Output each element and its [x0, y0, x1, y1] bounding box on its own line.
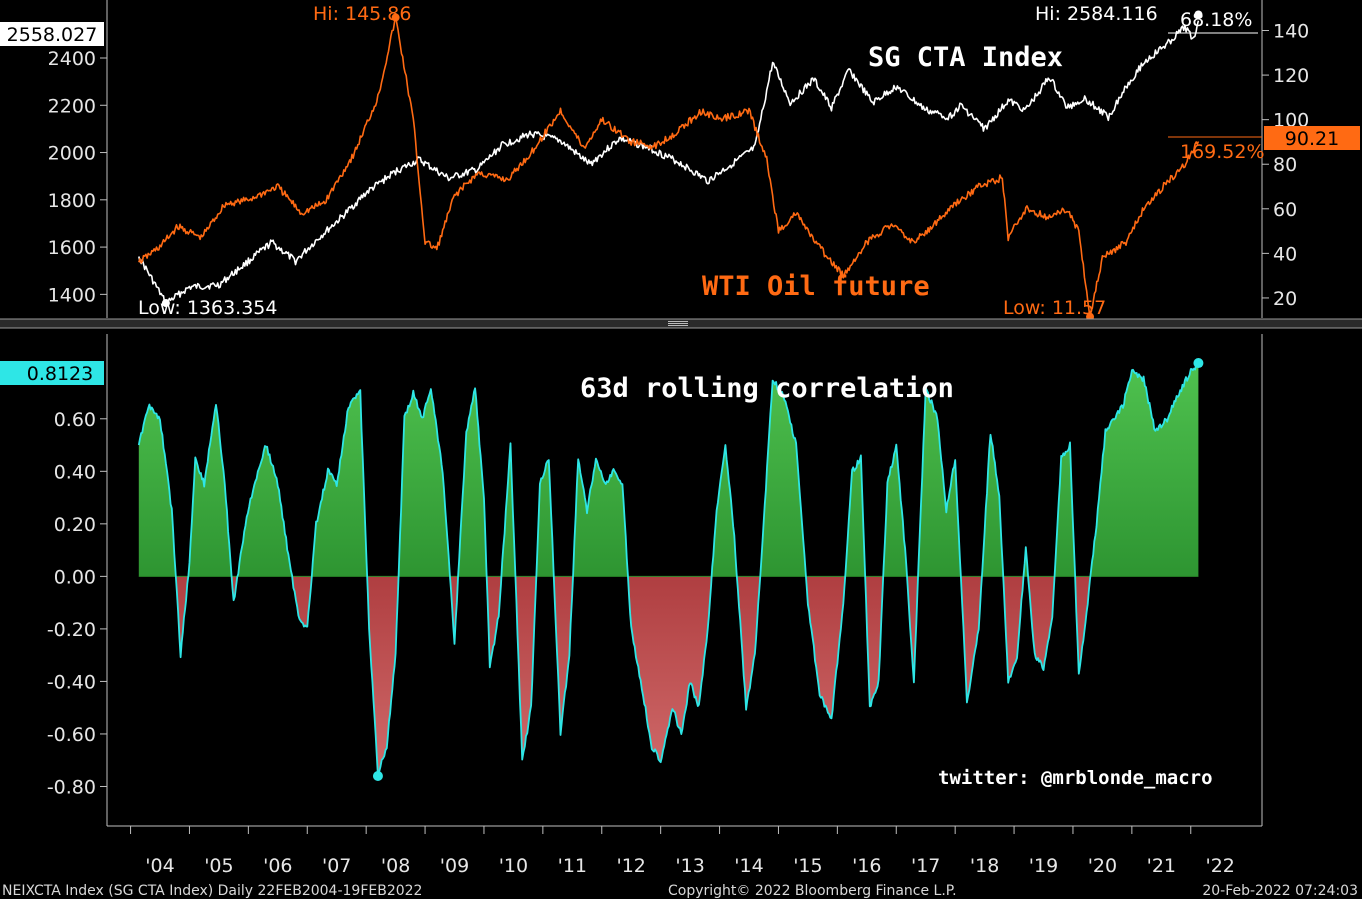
left-tick-label: 1800: [48, 190, 96, 212]
top-left-tick-group: 1400 1600 1800 2000 2200 2400: [48, 48, 107, 306]
x-tick-label: '16: [852, 855, 881, 877]
footer-left: NEIXCTA Index (SG CTA Index) Daily 22FEB…: [2, 883, 422, 899]
right-tick-label: 120: [1273, 65, 1309, 87]
corr-last-value-tag: 0.8123: [0, 361, 104, 385]
x-tick-label: '04: [145, 855, 174, 877]
x-tick-label: '21: [1147, 855, 1176, 877]
footer-right: 20-Feb-2022 07:24:03: [1202, 883, 1358, 899]
corr-tick-label: 0.00: [54, 566, 96, 588]
x-tick-label: '12: [617, 855, 646, 877]
left-tick-label: 1600: [48, 237, 96, 259]
cta-low-marker: [161, 299, 170, 308]
wti-oil-line: [138, 14, 1200, 320]
right-tick-label: 20: [1273, 288, 1297, 310]
x-tick-label: '05: [204, 855, 233, 877]
cta-series-label: SG CTA Index: [868, 42, 1063, 73]
cta-high-marker: [1194, 10, 1203, 19]
corr-tick-label: -0.20: [47, 619, 96, 641]
left-tick-label: 2200: [48, 95, 96, 117]
right-tick-label: 140: [1273, 21, 1309, 43]
corr-tick-label: -0.40: [47, 671, 96, 693]
oil-last-value: 90.21: [1285, 128, 1339, 150]
left-tick-label: 2000: [48, 143, 96, 165]
cta-change-label: 68.18%: [1180, 9, 1252, 31]
oil-low-label: Low: 11.57: [1003, 297, 1106, 319]
right-tick-label: 80: [1273, 154, 1297, 176]
corr-tick-label: 0.60: [54, 409, 96, 431]
x-tick-label: '07: [322, 855, 351, 877]
x-tick-label: '08: [381, 855, 410, 877]
x-tick-label: '20: [1088, 855, 1117, 877]
bottom-tick-group: 0.60 0.40 0.20 0.00 -0.20 -0.40 -0.60 -0.80: [47, 409, 107, 798]
right-tick-label: 60: [1273, 199, 1297, 221]
cta-index-line: [138, 20, 1200, 306]
positive-correlation-area: [138, 361, 1199, 577]
oil-last-value-tag: 90.21: [1264, 126, 1360, 150]
oil-high-label: Hi: 145.86: [313, 3, 412, 25]
footer-center: Copyright© 2022 Bloomberg Finance L.P.: [668, 883, 957, 899]
corr-tick-label: -0.80: [47, 776, 96, 798]
x-tick-label: '09: [440, 855, 469, 877]
x-tick-label: '06: [263, 855, 292, 877]
x-tick-label: '19: [1029, 855, 1058, 877]
correlation-title: 63d rolling correlation: [580, 373, 954, 404]
cta-high-label: Hi: 2584.116: [1035, 3, 1158, 25]
corr-last-value: 0.8123: [27, 363, 93, 385]
left-tick-label: 1400: [48, 284, 96, 306]
x-tick-label: '18: [970, 855, 999, 877]
twitter-credit: twitter: @mrblonde_macro: [938, 767, 1213, 789]
cta-low-label: Low: 1363.354: [138, 297, 277, 319]
x-tick-label: '15: [793, 855, 822, 877]
correlation-line: [137, 360, 1200, 777]
oil-change-label: 169.52%: [1180, 141, 1265, 163]
x-tick-label: '11: [558, 855, 587, 877]
x-axis-tick-group: '04 '05 '06 '07 '08 '09 '10 '11 '12 '13 '14 '15 '16 '…: [130, 826, 1235, 877]
bottom-panel: 0.60 0.40 0.20 0.00 -0.20 -0.40 -0.60 -0.80 '04…: [47, 334, 1263, 877]
divider-grip-icon[interactable]: [668, 321, 688, 326]
cta-last-value: 2558.027: [7, 24, 98, 46]
correlation-series-group: [137, 358, 1204, 781]
x-tick-label: '17: [911, 855, 940, 877]
corr-tick-label: -0.60: [47, 724, 96, 746]
corr-low-marker: [372, 770, 383, 781]
cta-last-value-tag: 2558.027: [0, 22, 104, 46]
x-tick-label: '14: [734, 855, 763, 877]
x-tick-label: '13: [675, 855, 704, 877]
corr-tick-label: 0.20: [54, 514, 96, 536]
oil-high-marker: [391, 13, 400, 22]
top-series-group: [138, 10, 1203, 321]
corr-tick-label: 0.40: [54, 461, 96, 483]
x-tick-label: '22: [1206, 855, 1235, 877]
x-tick-label: '10: [499, 855, 528, 877]
right-tick-label: 40: [1273, 243, 1297, 265]
negative-correlation-area: [175, 576, 1091, 776]
oil-series-label: WTI Oil future: [702, 271, 930, 302]
corr-last-marker: [1193, 358, 1204, 369]
left-tick-label: 2400: [48, 48, 96, 70]
